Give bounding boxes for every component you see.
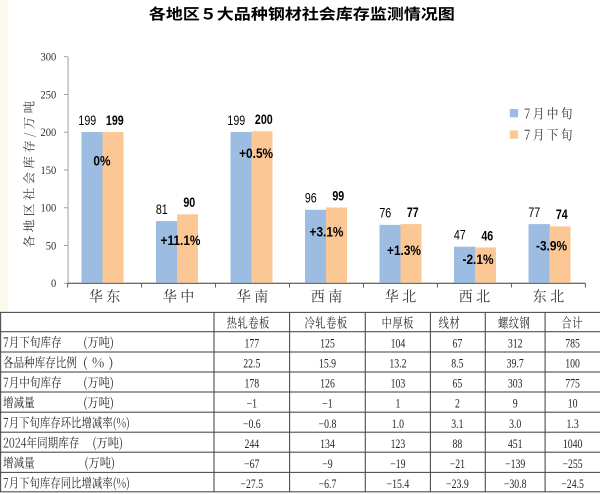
svg-text:126: 126 [320, 378, 335, 391]
svg-text:+1.3%: +1.3% [387, 242, 421, 258]
svg-text:81: 81 [156, 202, 168, 218]
svg-text:13.2: 13.2 [389, 358, 406, 371]
svg-text:244: 244 [244, 438, 259, 451]
svg-text:46: 46 [481, 228, 493, 244]
svg-text:+3.1%: +3.1% [310, 224, 344, 240]
svg-text:77: 77 [407, 205, 419, 221]
svg-text:125: 125 [320, 337, 335, 350]
svg-text:−0.6: −0.6 [243, 418, 261, 431]
svg-text:199: 199 [106, 113, 124, 129]
svg-text:300: 300 [40, 51, 56, 64]
svg-text:74: 74 [556, 207, 568, 223]
svg-text:22.5: 22.5 [243, 358, 260, 371]
svg-text:8.5: 8.5 [451, 358, 464, 371]
svg-text:77: 77 [528, 205, 540, 221]
svg-text:1: 1 [395, 398, 400, 411]
svg-text:134: 134 [320, 438, 335, 451]
svg-text:65: 65 [453, 378, 463, 391]
svg-text:123: 123 [391, 438, 406, 451]
svg-text:200: 200 [40, 127, 56, 140]
svg-text:−19: −19 [390, 458, 406, 471]
svg-text:67: 67 [453, 337, 463, 350]
svg-text:178: 178 [244, 378, 259, 391]
svg-text:103: 103 [391, 378, 406, 391]
svg-text:1.0: 1.0 [392, 418, 405, 431]
svg-text:−9: −9 [322, 458, 333, 471]
svg-text:−255: −255 [563, 458, 584, 471]
svg-text:88: 88 [453, 438, 463, 451]
svg-text:−21: −21 [450, 458, 465, 471]
svg-text:3.0: 3.0 [509, 418, 522, 431]
svg-text:3.1: 3.1 [451, 418, 463, 431]
svg-text:90: 90 [183, 195, 195, 211]
svg-text:+11.1%: +11.1% [161, 232, 201, 248]
svg-text:2: 2 [455, 398, 460, 411]
svg-text:−27.5: −27.5 [240, 478, 263, 491]
svg-text:+0.5%: +0.5% [239, 145, 273, 161]
svg-text:200: 200 [255, 112, 273, 128]
svg-text:99: 99 [332, 188, 344, 204]
svg-text:303: 303 [508, 378, 523, 391]
svg-text:−23.9: −23.9 [446, 478, 469, 491]
svg-text:15.9: 15.9 [319, 358, 336, 371]
svg-text:104: 104 [391, 337, 406, 350]
svg-text:785: 785 [565, 337, 580, 350]
svg-text:−15.4: −15.4 [387, 478, 410, 491]
svg-text:312: 312 [508, 337, 523, 350]
svg-text:−139: −139 [505, 458, 526, 471]
svg-text:0: 0 [51, 278, 57, 291]
svg-text:−24.5: −24.5 [561, 478, 584, 491]
svg-text:250: 250 [40, 89, 56, 102]
svg-text:96: 96 [305, 190, 317, 206]
svg-text:10: 10 [568, 398, 578, 411]
svg-text:199: 199 [78, 113, 96, 129]
svg-text:47: 47 [454, 227, 466, 243]
svg-text:76: 76 [379, 205, 391, 221]
svg-text:−67: −67 [244, 458, 260, 471]
svg-text:−0.8: −0.8 [319, 418, 337, 431]
svg-text:0%: 0% [93, 153, 111, 169]
svg-text:39.7: 39.7 [507, 358, 524, 371]
svg-text:1040: 1040 [563, 438, 583, 451]
svg-text:−1: −1 [322, 398, 332, 411]
svg-text:−30.8: −30.8 [504, 478, 527, 491]
svg-text:199: 199 [227, 113, 245, 129]
svg-text:775: 775 [565, 378, 580, 391]
svg-text:-3.9%: -3.9% [536, 237, 567, 253]
svg-text:-2.1%: -2.1% [463, 251, 494, 267]
svg-text:9: 9 [513, 398, 518, 411]
svg-text:−6.7: −6.7 [319, 478, 337, 491]
svg-text:100: 100 [40, 202, 56, 215]
svg-text:177: 177 [244, 337, 259, 350]
svg-text:451: 451 [508, 438, 523, 451]
svg-text:100: 100 [565, 358, 580, 371]
svg-text:150: 150 [40, 164, 56, 177]
svg-text:−1: −1 [247, 398, 257, 411]
svg-text:1.3: 1.3 [566, 418, 579, 431]
svg-text:50: 50 [46, 240, 57, 253]
